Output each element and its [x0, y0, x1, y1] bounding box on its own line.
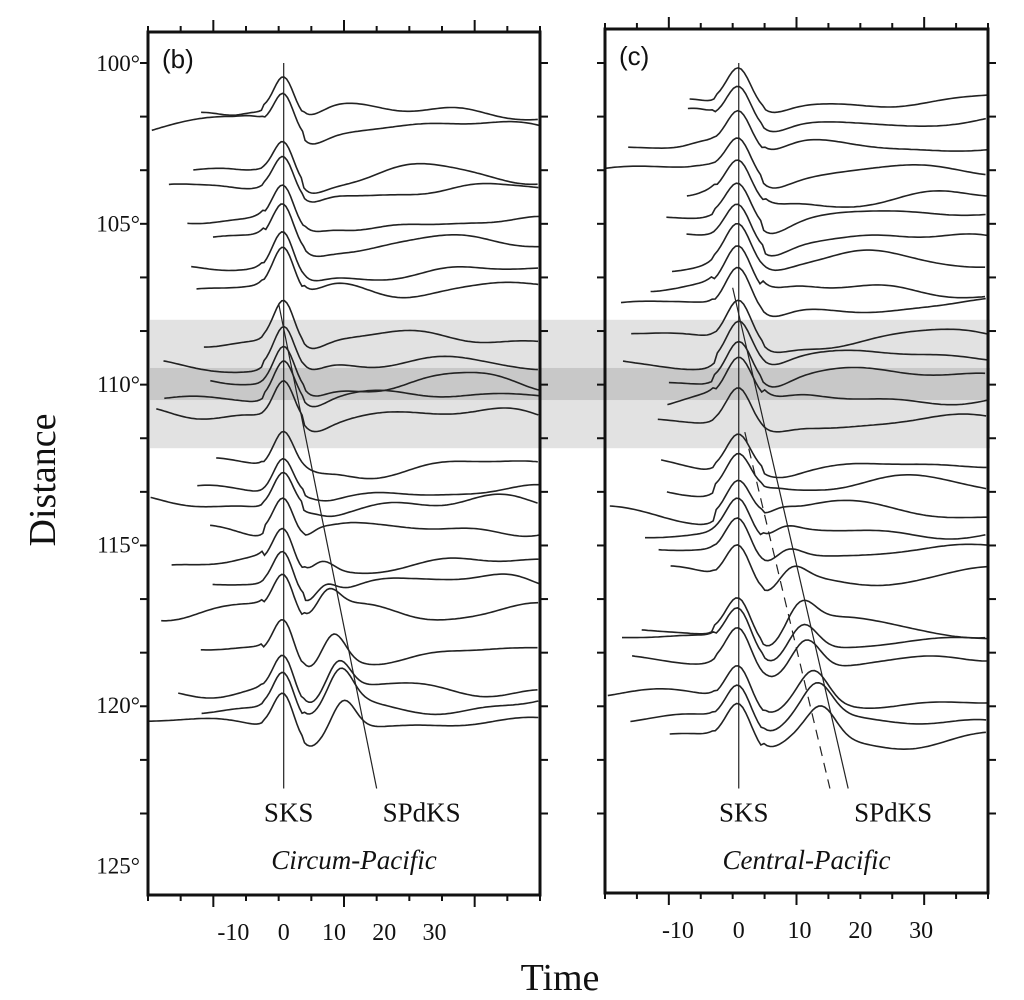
x-tick-label: 0 [733, 918, 745, 944]
seismogram-trace [645, 497, 986, 540]
seismogram-trace [164, 360, 539, 408]
seismogram-trace [670, 544, 987, 592]
seismogram-trace [667, 356, 987, 406]
seismogram-trace [671, 223, 986, 273]
seismogram-trace [687, 85, 986, 133]
phase-label-spdks: SPdKS [383, 797, 461, 827]
x-tick-label: 20 [848, 918, 872, 944]
seismogram-trace [212, 203, 540, 258]
seismogram-trace [148, 692, 539, 747]
region-label: Central-Pacific [723, 845, 891, 875]
seismogram-trace [658, 517, 987, 562]
seismogram-trace [201, 76, 538, 121]
seismogram-trace [620, 266, 986, 318]
seismogram-trace [605, 137, 986, 189]
seismogram-trace [657, 387, 987, 433]
seismogram-trace [197, 457, 539, 502]
seismogram-trace [193, 140, 538, 195]
seismogram-trace [187, 184, 540, 233]
region-label: Circum-Pacific [271, 845, 436, 875]
seismogram-trace [171, 527, 539, 575]
y-tick-label: 105° [96, 212, 140, 237]
seismogram-trace [161, 573, 539, 622]
seismogram-trace [200, 618, 538, 668]
y-tick-label: 120° [96, 693, 140, 718]
seismogram-trace [666, 182, 986, 235]
x-tick-label: 10 [788, 918, 812, 944]
seismogram-trace [178, 654, 538, 704]
phase-line-spdks [744, 432, 831, 789]
seismogram-trace [660, 433, 987, 479]
seismogram-trace [210, 345, 540, 397]
y-tick-label: 115° [97, 533, 140, 558]
x-tick-label: -10 [217, 920, 249, 946]
seismogram-trace [631, 626, 988, 678]
shaded-band-core [150, 367, 990, 401]
x-tick-label: -10 [662, 918, 694, 944]
phase-line-spdks [732, 287, 849, 789]
seismogram-trace [631, 299, 987, 354]
shaded-band [150, 319, 990, 449]
seismogram-trace [650, 245, 986, 299]
seismogram-trace [622, 607, 987, 662]
seismogram-trace [212, 550, 540, 602]
y-tick-label: 125° [96, 854, 140, 879]
seismogram-trace [210, 497, 540, 538]
seismogram-trace [686, 159, 988, 208]
x-tick-label: 20 [372, 920, 396, 946]
x-tick-label: 30 [909, 918, 933, 944]
phase-label-sks: SKS [719, 797, 769, 827]
panel-frame [146, 30, 542, 897]
seismogram-trace [191, 231, 539, 282]
seismogram-trace [201, 667, 539, 716]
seismogram-trace [151, 92, 539, 145]
x-axis-title: Time [521, 957, 600, 999]
seismogram-trace [196, 246, 539, 299]
phase-label-sks: SKS [264, 797, 314, 827]
seismogram-trace [622, 320, 988, 371]
panel-label: (c) [619, 41, 649, 71]
y-axis-title: Distance [22, 414, 64, 547]
seismogram-trace [609, 479, 987, 526]
panel-c: -10 0 10 20 30 (c) SKS SPdKS Central-Pacific [597, 17, 996, 944]
seismogram-trace [666, 452, 987, 498]
seismogram-trace [689, 66, 988, 114]
panel-label: (b) [162, 44, 194, 74]
x-tick-label: 10 [322, 920, 346, 946]
seismogram-trace [203, 299, 539, 350]
y-tick-label: 100° [96, 51, 140, 76]
seismogram-trace [669, 702, 986, 751]
y-tick-label: 110° [97, 372, 140, 397]
phase-line-spdks [278, 303, 378, 789]
seismogram-trace [156, 380, 539, 433]
seismogram-trace [163, 325, 538, 374]
phase-label-spdks: SPdKS [854, 797, 932, 827]
seismogram-trace [168, 155, 539, 203]
seismogram-trace [668, 340, 986, 388]
seismogram-trace [641, 597, 986, 647]
seismogram-trace [150, 471, 538, 518]
seismogram-trace [607, 664, 988, 713]
x-tick-label: 30 [422, 920, 446, 946]
seismogram-trace [628, 109, 987, 152]
seismogram-trace [630, 681, 987, 732]
seismogram-trace [216, 430, 538, 480]
panel-b: -10 0 10 20 30 (b) SKS SPdKS Circum-Pacific [140, 20, 548, 946]
seismogram-trace [686, 203, 988, 257]
y-axis-labels: 100° 105° 110° 115° 120° 125° [96, 51, 140, 879]
x-tick-label: 0 [278, 920, 290, 946]
